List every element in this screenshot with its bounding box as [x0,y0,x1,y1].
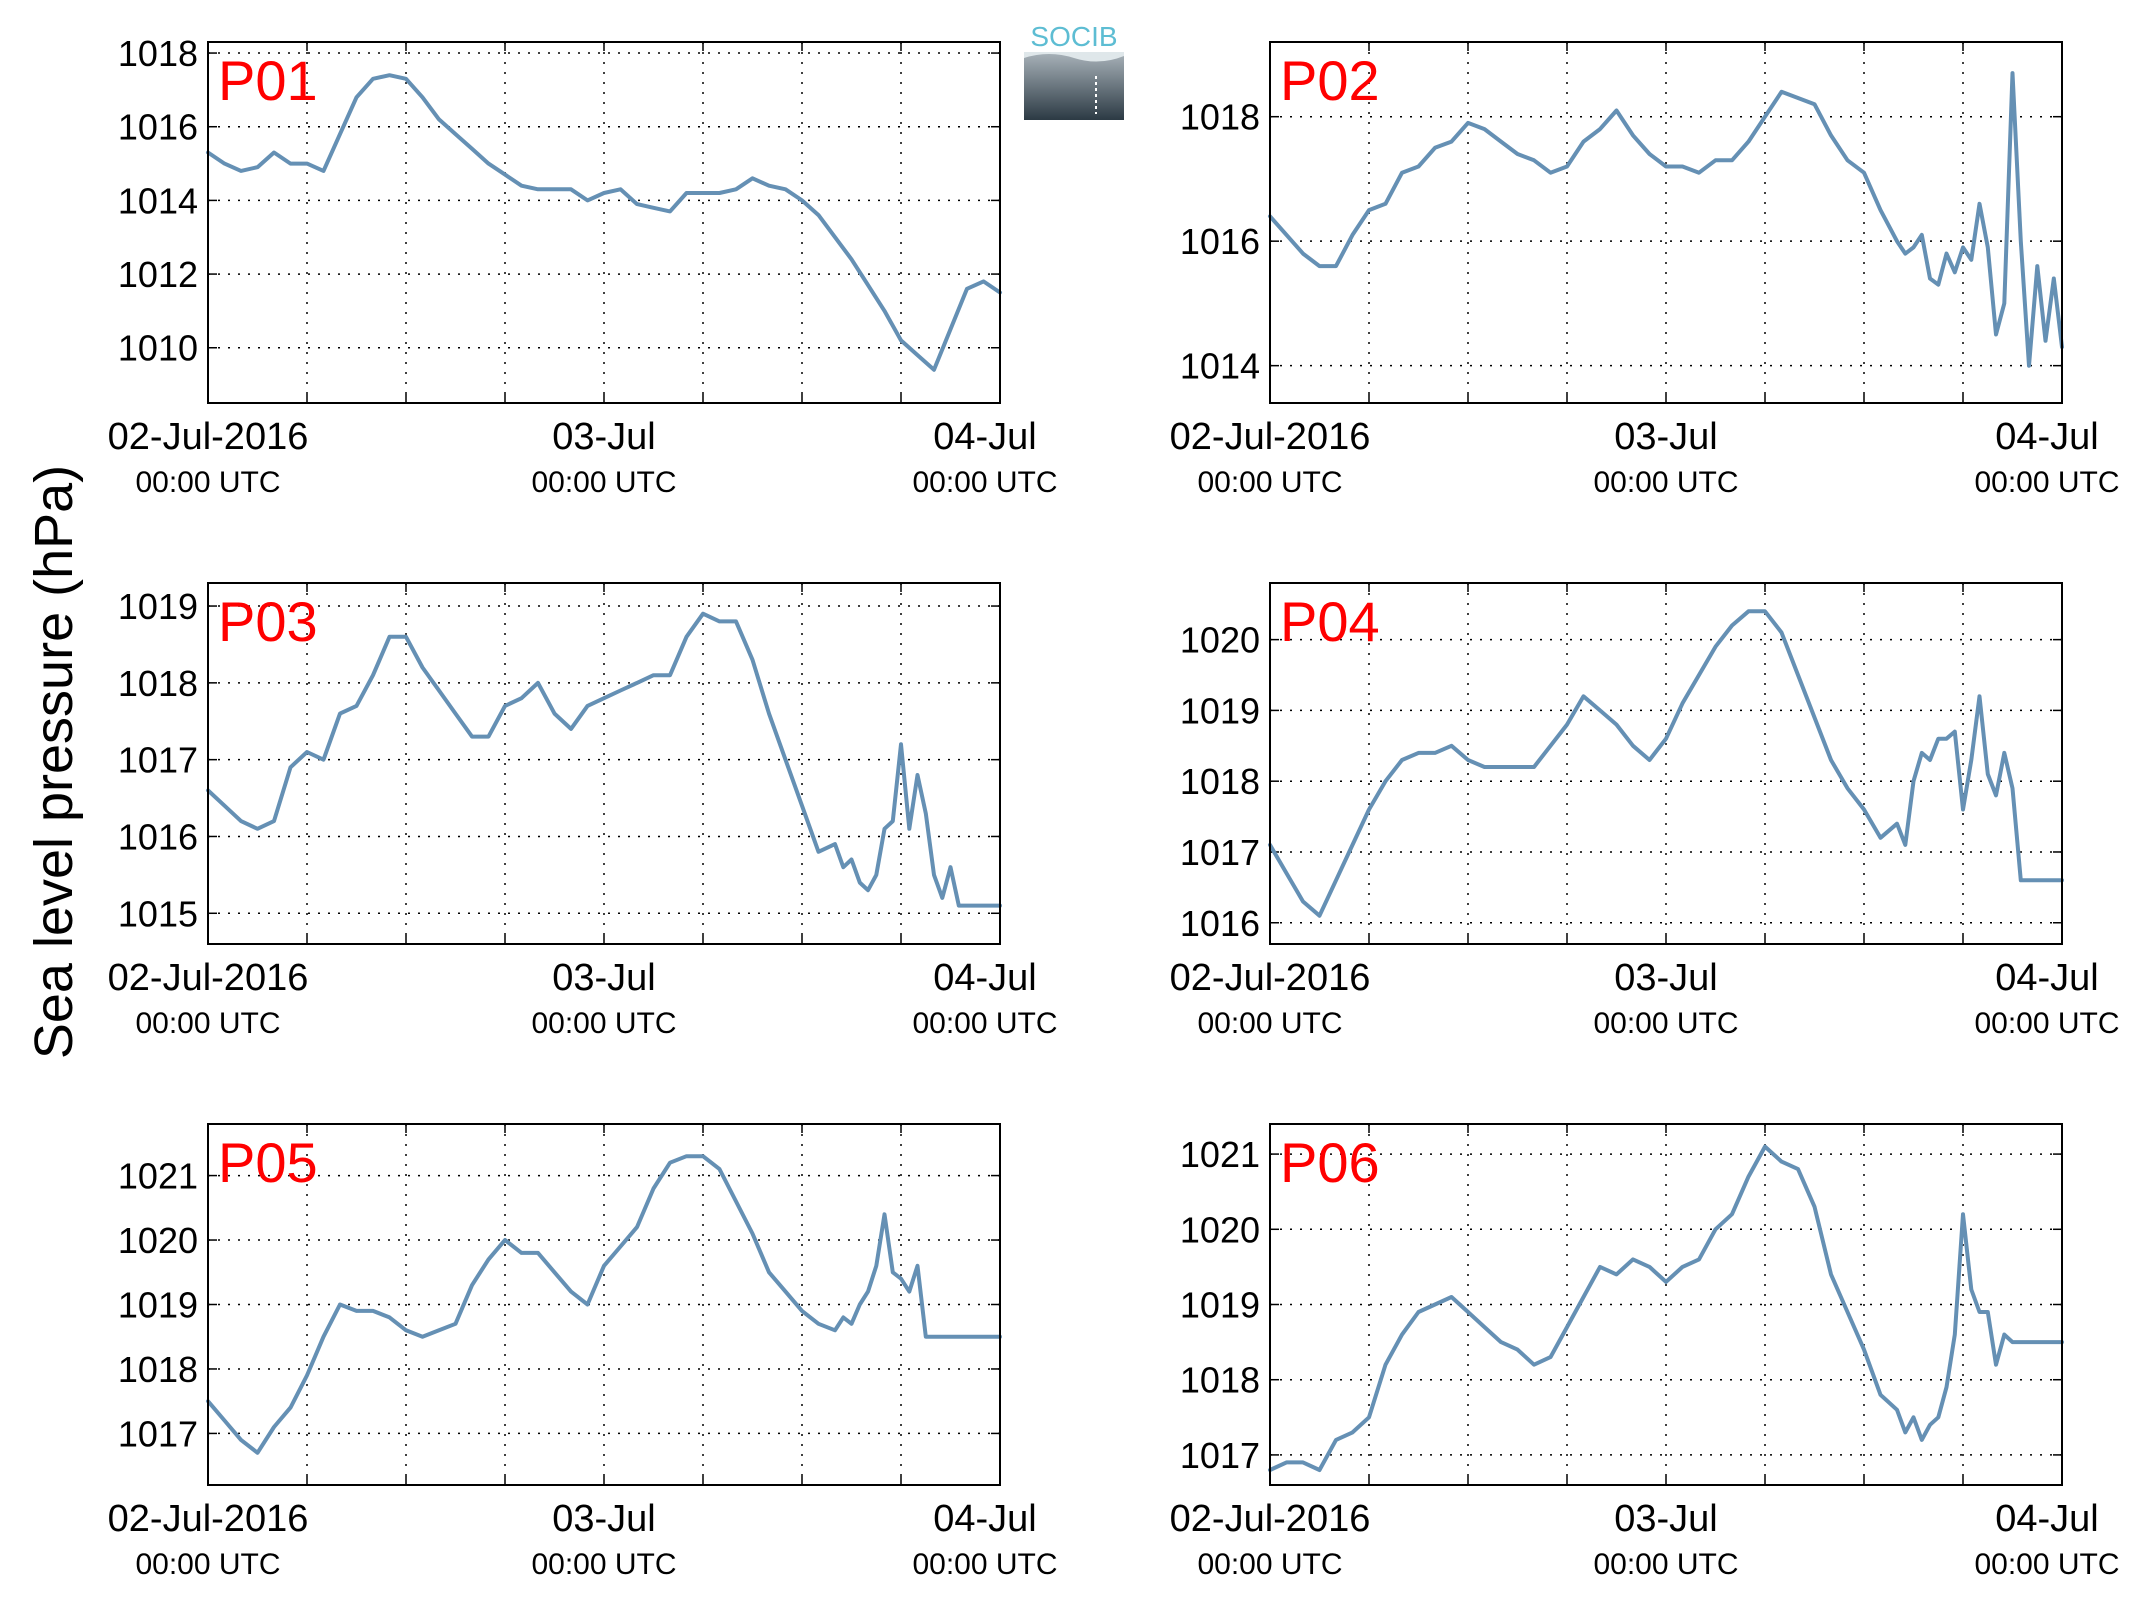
x-tick-label: 03-Jul [1614,416,1718,458]
y-tick-label: 1017 [118,740,198,781]
y-tick-label: 1019 [118,1285,198,1326]
x-tick-sublabel: 00:00 UTC [1974,466,2119,499]
y-tick-label: 1019 [1180,1285,1260,1326]
panel-label-p04: P04 [1280,590,1380,653]
series-line-p03 [206,611,1002,908]
x-tick-sublabel: 00:00 UTC [1974,1548,2119,1581]
x-tick-label: 04-Jul [1995,957,2099,999]
y-axis-label: Sea level pressure (hPa) [24,465,84,1059]
plot-frame [207,41,1001,404]
x-tick-sublabel: 00:00 UTC [1197,466,1342,499]
y-tick-label: 1016 [1180,221,1260,262]
y-tick-label: 1019 [1180,690,1260,731]
y-tick-label: 1018 [118,1349,198,1390]
x-tick-label: 02-Jul-2016 [1170,1498,1371,1540]
x-tick-label: 02-Jul-2016 [108,1498,309,1540]
panel-label-p06: P06 [1280,1131,1380,1194]
socib-logo: SOCIB [1024,16,1124,120]
panel-p05: 1017 1018 1019 1020 1021 P05 02-Jul-2016 00:00 … [108,1123,1058,1581]
x-tick-sublabel: 00:00 UTC [1197,1007,1342,1040]
x-tick-sublabel: 00:00 UTC [531,1007,676,1040]
x-tick-label: 03-Jul [552,416,656,458]
panel-p04: 1016 1017 1018 1019 1020 P04 02-Jul-2016 00:00 … [1170,582,2120,1040]
series-line-p04 [1268,609,2064,918]
y-tick-label: 1016 [118,816,198,857]
panel-label-p02: P02 [1280,49,1380,112]
x-tick-label: 03-Jul [552,957,656,999]
y-tick-label: 1012 [118,254,198,295]
x-tick-sublabel: 00:00 UTC [1974,1007,2119,1040]
y-tick-label: 1017 [1180,1435,1260,1476]
plot-frame [1269,1123,2063,1486]
panel-p01: 1010 1012 1014 1016 1018 P01 02-Jul-2016 00:00 … [108,33,1058,499]
x-tick-label: 02-Jul-2016 [1170,957,1371,999]
x-tick-label: 04-Jul [1995,1498,2099,1540]
panel-label-p03: P03 [218,590,318,653]
y-tick-label: 1018 [1180,761,1260,802]
x-tick-sublabel: 00:00 UTC [531,1548,676,1581]
series-line-p02 [1268,71,2064,368]
y-tick-label: 1020 [118,1220,198,1261]
y-tick-label: 1017 [1180,832,1260,873]
y-tick-label: 1021 [118,1156,198,1197]
x-tick-label: 04-Jul [1995,416,2099,458]
plot-frame [207,582,1001,945]
y-tick-label: 1020 [1180,620,1260,661]
plot-frame [207,1123,1001,1486]
x-tick-label: 02-Jul-2016 [108,416,309,458]
panel-p03: 1015 1016 1017 1018 1019 P03 02-Jul-2016 00:00 … [108,582,1058,1040]
x-tick-sublabel: 00:00 UTC [135,1548,280,1581]
x-tick-label: 02-Jul-2016 [1170,416,1371,458]
plot-frame [1269,41,2063,404]
y-tick-label: 1017 [118,1413,198,1454]
panel-p02: 1014 1016 1018 P02 02-Jul-2016 00:00 UTC 03-Ju… [1170,41,2120,499]
panel-label-p05: P05 [218,1131,318,1194]
y-tick-label: 1010 [118,328,198,369]
y-tick-label: 1014 [118,180,198,221]
y-tick-label: 1016 [1180,903,1260,944]
y-tick-label: 1019 [118,586,198,627]
x-tick-label: 02-Jul-2016 [108,957,309,999]
x-tick-label: 04-Jul [933,416,1037,458]
y-tick-label: 1020 [1180,1209,1260,1250]
y-tick-label: 1018 [118,663,198,704]
x-tick-sublabel: 00:00 UTC [1593,1007,1738,1040]
logo-text: SOCIB [1030,21,1117,52]
y-tick-label: 1021 [1180,1134,1260,1175]
y-tick-label: 1018 [1180,1360,1260,1401]
x-tick-sublabel: 00:00 UTC [135,1007,280,1040]
x-tick-label: 04-Jul [933,957,1037,999]
series-line-p05 [206,1154,1002,1455]
x-tick-sublabel: 00:00 UTC [1593,1548,1738,1581]
x-tick-sublabel: 00:00 UTC [531,466,676,499]
series-line-p01 [206,73,1002,372]
x-tick-sublabel: 00:00 UTC [135,466,280,499]
y-tick-label: 1016 [118,107,198,148]
y-tick-label: 1015 [118,893,198,934]
y-tick-label: 1014 [1180,346,1260,387]
x-tick-sublabel: 00:00 UTC [912,466,1057,499]
x-tick-sublabel: 00:00 UTC [912,1548,1057,1581]
series-line-p06 [1268,1144,2064,1472]
x-tick-sublabel: 00:00 UTC [1593,466,1738,499]
x-tick-label: 03-Jul [1614,957,1718,999]
x-tick-label: 03-Jul [1614,1498,1718,1540]
y-tick-label: 1018 [118,33,198,74]
x-tick-label: 03-Jul [552,1498,656,1540]
plot-frame [1269,582,2063,945]
x-tick-sublabel: 00:00 UTC [912,1007,1057,1040]
panel-p06: 1017 1018 1019 1020 1021 P06 02-Jul-2016 00:00 … [1170,1123,2120,1581]
y-tick-label: 1018 [1180,97,1260,138]
panel-label-p01: P01 [218,49,318,112]
x-tick-sublabel: 00:00 UTC [1197,1548,1342,1581]
x-tick-label: 04-Jul [933,1498,1037,1540]
